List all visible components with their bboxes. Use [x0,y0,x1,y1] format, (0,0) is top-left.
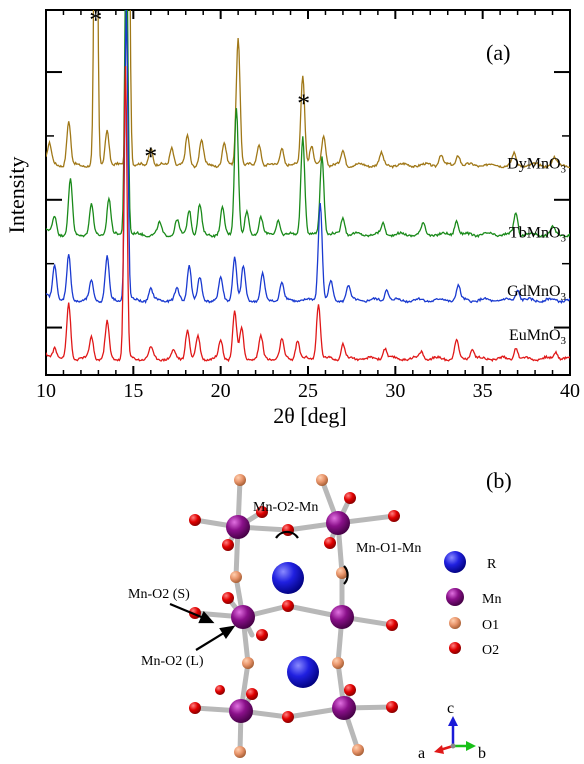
label-mn-o2-s: Mn-O2 (S) [128,587,190,602]
r-atom [272,562,304,594]
bond-arrows [169,602,236,651]
o2-atom [324,537,336,549]
x-tick-label: 10 [36,380,56,402]
series-line-dymno [46,10,570,170]
o1-atom [234,746,246,758]
o1-atom [316,474,328,486]
mn-atom [332,696,356,720]
o2-atom [189,702,201,714]
x-tick-label: 30 [385,380,405,402]
legend-o1-label: O1 [482,618,499,633]
o2-atom [282,600,294,612]
peak-asterisk: * [89,5,102,34]
o2-atom [282,524,294,536]
o1-atom [242,657,254,669]
mn-atom [229,699,253,723]
x-axis-ticks: 10 15 20 25 30 35 40 [36,10,580,402]
o1-atom [230,571,242,583]
atom-legend: R Mn O1 O2 [444,551,501,658]
angle-arc-mn-o1-mn [343,565,349,585]
label-mn-o2-mn: Mn-O2-Mn [253,500,318,515]
mn-atom [226,515,250,539]
o2-atom [386,701,398,713]
r-atom [287,656,319,688]
o2-atom [246,688,258,700]
legend-o1-swatch [449,617,461,629]
mn-atom [231,605,255,629]
o1-atom [234,474,246,486]
o1-atom [336,567,348,579]
legend-mn-swatch [446,588,464,606]
o2-atom [222,539,234,551]
x-axis-label: 2θ [deg] [273,403,346,428]
series-line-gdmno [46,10,570,304]
o1-atom [332,657,344,669]
x-tick-label: 25 [298,380,318,402]
o2-atom [222,592,234,604]
x-tick-label: 40 [560,380,580,402]
legend-o2-label: O2 [482,643,499,658]
peak-asterisk: * [144,142,157,171]
o2-atom [256,506,268,518]
axis-c-label: c [447,700,454,717]
o2-atom [386,619,398,631]
o2-atom [256,629,268,641]
x-tick-label: 15 [123,380,143,402]
panel-b-label: (b) [486,468,512,493]
label-mn-o1-mn: Mn-O1-Mn [356,541,421,556]
o1-atom [352,744,364,756]
o2-atom [344,684,356,696]
x-tick-label: 20 [211,380,231,402]
peak-asterisk: * [297,89,310,118]
crystal-structure [192,477,397,755]
panel-a-label: (a) [486,40,510,65]
y-axis-label: Intensity [4,157,29,234]
label-mn-o2-l: Mn-O2 (L) [141,654,204,669]
axis-b-label: b [478,745,486,762]
series-line-tbmno [46,10,570,239]
series-line-eumno [46,66,570,363]
series-label-gdmno: GdMnO3 [507,283,566,303]
legend-mn-label: Mn [482,592,501,607]
spectra [46,10,570,363]
mn-atom [326,511,350,535]
o2-atom [189,514,201,526]
legend-o2-swatch [449,642,461,654]
atoms [189,474,400,758]
angle-arc-mn-o2-mn [275,530,299,539]
legend-r-label: R [487,557,497,572]
o2-atom [344,492,356,504]
x-tick-label: 35 [473,380,493,402]
o2-atom [215,685,225,695]
o2-atom [282,711,294,723]
y-axis-ticks [46,71,570,329]
series-label-tbmno: TbMnO3 [509,225,567,245]
axis-a-label: a [418,745,425,762]
legend-r-swatch [444,551,466,573]
series-label-eumno: EuMnO3 [509,327,567,347]
axes-triad: c a b [418,700,486,762]
series-label-dymno: DyMnO3 [507,155,566,175]
annotations: * * * [89,5,310,171]
mn-atom [330,605,354,629]
series-labels: DyMnO3 TbMnO3 GdMnO3 EuMnO3 [507,155,566,347]
o2-atom [388,510,400,522]
